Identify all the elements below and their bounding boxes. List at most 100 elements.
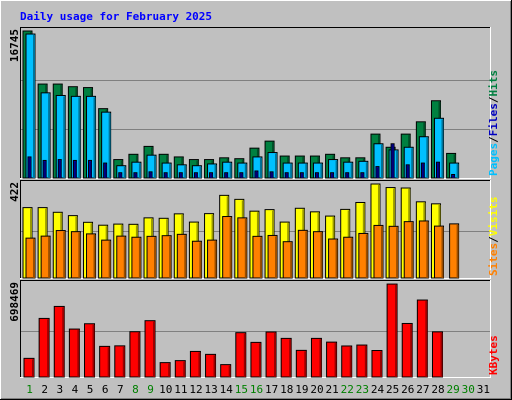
panel-kbytes: 698469 KBytes — [8, 280, 500, 378]
bar-kbytes-shade — [228, 365, 231, 377]
bar-kbytes-shade — [304, 351, 307, 377]
bar-files-shade — [210, 173, 213, 178]
bar-sites-shade — [169, 236, 172, 278]
bar-kbytes-shade — [122, 346, 125, 377]
panel-side-legend: Pages/Files/Hits — [487, 70, 500, 176]
bar-sites-shade — [441, 227, 444, 278]
bar-sites-shade — [214, 241, 217, 278]
bar-pages-shade — [259, 157, 262, 178]
bar-sites-shade — [365, 234, 368, 278]
bar-pages-shade — [33, 35, 35, 179]
bar-files-shade — [134, 173, 137, 178]
bar-sites-shade — [108, 241, 111, 278]
bar-files-shade — [104, 164, 107, 178]
bar-files-shade — [180, 173, 183, 178]
bar-kbytes-shade — [198, 352, 201, 377]
bar-files-shade — [422, 164, 425, 178]
bar-sites-shade — [380, 226, 383, 278]
bar-sites-shade — [275, 236, 278, 278]
bar-sites-shade — [229, 217, 232, 278]
bar-sites-shade — [335, 240, 338, 278]
day-label: 23 — [356, 383, 369, 396]
bar-kbytes-shade — [395, 285, 398, 377]
bar-pages-shade — [214, 164, 217, 178]
day-label: 19 — [295, 383, 308, 396]
bar-pages-shade — [335, 160, 338, 178]
bar-kbytes-shade — [107, 347, 110, 377]
bar-files-shade — [165, 173, 168, 178]
bar-kbytes-shade — [349, 346, 352, 377]
day-label: 8 — [132, 383, 139, 396]
bar-sites-shade — [199, 242, 202, 278]
bar-sites-shade — [154, 237, 157, 278]
bar-kbytes-shade — [168, 363, 171, 377]
day-label: 6 — [102, 383, 109, 396]
bar-pages-shade — [290, 164, 293, 178]
day-label: 22 — [341, 383, 354, 396]
bar-sites-shade — [456, 224, 459, 278]
bar-files-shade — [407, 165, 410, 178]
bar-files-shade — [74, 161, 77, 178]
bar-files-shade — [29, 157, 31, 178]
day-label: 29 — [447, 383, 460, 396]
bar-files-shade — [301, 173, 304, 178]
bar-kbytes-shade — [440, 332, 443, 377]
bar-pages-shade — [184, 165, 187, 178]
side-legend-part: Hits — [487, 70, 500, 97]
bar-pages-shade — [320, 164, 323, 178]
day-label: 11 — [174, 383, 187, 396]
bar-pages-shade — [380, 144, 383, 178]
bar-kbytes-shade — [77, 330, 80, 377]
bars — [23, 283, 443, 378]
day-label: 31 — [477, 383, 490, 396]
bar-pages-shade — [93, 97, 96, 178]
panel-max-label: 422 — [8, 182, 21, 202]
day-label: 12 — [189, 383, 202, 396]
panel-visits-sites: 422 Sites/Visits — [8, 180, 500, 279]
bar-sites-shade — [396, 227, 399, 278]
bar-pages-shade — [229, 163, 232, 178]
side-legend-part: / — [487, 236, 500, 243]
bar-sites-shade — [123, 237, 126, 278]
day-label: 13 — [204, 383, 217, 396]
bar-sites-shade — [426, 221, 429, 278]
side-legend-part: Pages — [487, 143, 500, 176]
bar-kbytes-shade — [153, 321, 156, 377]
side-legend-part: Visits — [487, 197, 500, 237]
day-label: 20 — [310, 383, 323, 396]
chart-title: Daily usage for February 2025 — [20, 10, 212, 23]
bar-files-shade — [452, 175, 455, 178]
bar-pages-shade — [244, 164, 247, 178]
bar-files-shade — [59, 160, 62, 178]
bar-sites-shade — [244, 218, 247, 278]
bar-files-shade — [44, 161, 47, 178]
day-label: 30 — [462, 383, 475, 396]
bar-kbytes-shade — [137, 332, 140, 377]
bar-pages-shade — [305, 164, 308, 178]
side-legend-part: Sites — [487, 243, 500, 276]
bar-sites-shade — [63, 231, 66, 278]
bar-pages-shade — [78, 97, 81, 178]
bar-sites-shade — [48, 237, 51, 278]
day-label: 5 — [87, 383, 94, 396]
bar-sites-shade — [350, 238, 353, 278]
bar-pages-shade — [426, 137, 429, 178]
bar-sites-shade — [411, 222, 414, 278]
bar-sites-shade — [93, 234, 96, 278]
bar-kbytes-shade — [334, 343, 337, 377]
bar-kbytes-shade — [319, 339, 322, 377]
bar-kbytes-shade — [379, 351, 382, 377]
side-legend-part: / — [487, 136, 500, 143]
bar-kbytes-shade — [213, 355, 216, 377]
bar-files-shade — [89, 161, 92, 178]
day-label: 18 — [280, 383, 293, 396]
panel-max-label: 698469 — [8, 282, 21, 322]
day-label: 15 — [235, 383, 248, 396]
bar-kbytes-shade — [258, 343, 261, 377]
bar-kbytes-shade — [289, 339, 292, 377]
day-label: 1 — [26, 383, 33, 396]
bar-kbytes-shade — [62, 307, 65, 377]
day-label: 7 — [117, 383, 124, 396]
bar-kbytes-shade — [183, 361, 186, 377]
bar-sites-shade — [184, 235, 187, 278]
